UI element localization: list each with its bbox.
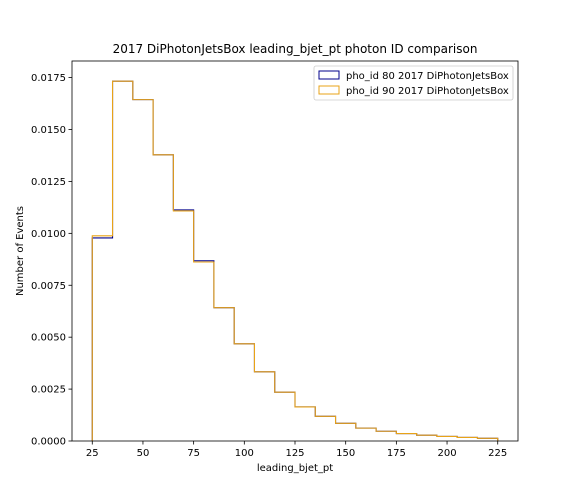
legend-label-pho-id-80: pho_id 80 2017 DiPhotonJetsBox bbox=[346, 71, 509, 82]
x-tick-label: 150 bbox=[336, 448, 355, 459]
axes-layer: 25 50 75 100 125 150 175 200 225 0.0000 0.0025 0.00… bbox=[31, 60, 519, 459]
plot-area bbox=[72, 61, 518, 441]
legend-label-pho-id-90: pho_id 90 2017 DiPhotonJetsBox bbox=[346, 86, 509, 97]
legend-box bbox=[313, 65, 514, 101]
y-tick-label: 0.0050 bbox=[31, 333, 66, 344]
chart-title: 2017 DiPhotonJetsBox leading_bjet_pt pho… bbox=[113, 42, 478, 56]
series-line-pho-id-90 bbox=[91, 80, 499, 441]
series-layer bbox=[91, 80, 499, 441]
y-tick-label: 0.0125 bbox=[31, 177, 66, 188]
y-tick-label: 0.0100 bbox=[31, 229, 66, 240]
y-tick-label: 0.0025 bbox=[31, 385, 66, 396]
y-tick-label: 0.0150 bbox=[31, 125, 66, 136]
legend-swatch-pho-id-80 bbox=[318, 70, 340, 80]
x-tick-label: 25 bbox=[86, 448, 99, 459]
legend-swatch-pho-id-90 bbox=[318, 85, 340, 95]
legend: pho_id 80 2017 DiPhotonJetsBox pho_id 90… bbox=[313, 65, 514, 101]
y-axis-label: Number of Events bbox=[15, 206, 26, 296]
x-tick-label: 50 bbox=[137, 448, 150, 459]
x-tick-label: 125 bbox=[285, 448, 304, 459]
x-tick-label: 100 bbox=[235, 448, 254, 459]
y-tick-label: 0.0000 bbox=[31, 437, 66, 448]
y-tick-label: 0.0075 bbox=[31, 281, 66, 292]
x-tick-label: 225 bbox=[488, 448, 507, 459]
x-tick-label: 175 bbox=[387, 448, 406, 459]
y-tick-label: 0.0175 bbox=[31, 73, 66, 84]
x-tick-label: 200 bbox=[437, 448, 456, 459]
x-tick-label: 75 bbox=[187, 448, 200, 459]
plot-background bbox=[72, 61, 518, 441]
x-axis-label: leading_bjet_pt bbox=[257, 463, 333, 474]
